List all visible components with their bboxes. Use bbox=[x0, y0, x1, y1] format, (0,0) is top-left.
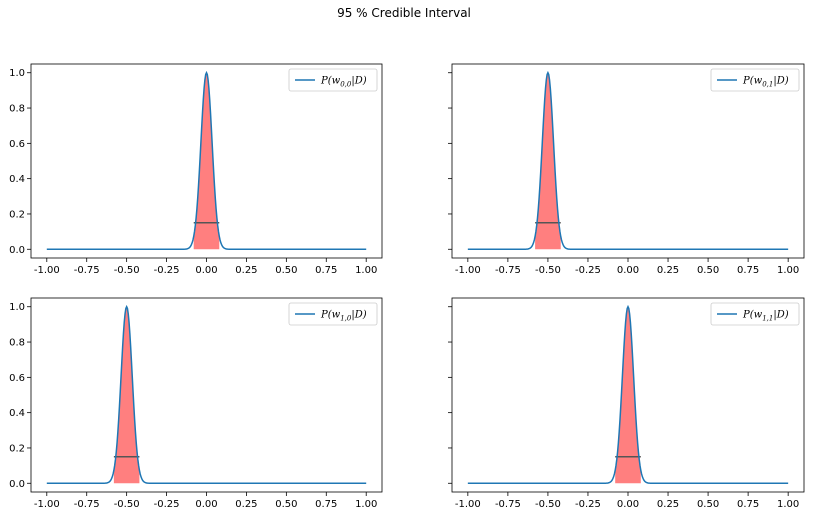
subplot-4: -1.00 -0.75 -0.50 -0.25 0.00 0.25 0.50 0.75 1.00… bbox=[448, 297, 805, 510]
x-tick-label: 0.25 bbox=[235, 265, 257, 276]
x-tick-label: 0.25 bbox=[657, 265, 679, 276]
y-tick-label: 0.0 bbox=[9, 245, 25, 256]
legend-box bbox=[710, 68, 800, 92]
y-tick-label: 1.0 bbox=[9, 302, 25, 313]
legend-label: P(w1,1|D) bbox=[742, 310, 789, 323]
legend-label-main: P(w bbox=[320, 310, 341, 321]
x-tick-label: -0.50 bbox=[535, 265, 561, 276]
legend-label-rest: |D) bbox=[351, 76, 366, 87]
y-tick-label: 0.8 bbox=[9, 104, 25, 115]
x-tick-label: 0.50 bbox=[697, 499, 719, 510]
density-curve bbox=[46, 70, 367, 251]
x-tick-label: 0.00 bbox=[617, 499, 639, 510]
legend: P(w1,1|D) bbox=[710, 302, 800, 326]
x-tick-label: -1.00 bbox=[455, 265, 481, 276]
x-tick-label: 0.75 bbox=[737, 265, 759, 276]
legend: P(w0,0|D) bbox=[288, 68, 378, 92]
y-tick-label: 0.4 bbox=[9, 408, 25, 419]
x-tick-label: 0.50 bbox=[275, 499, 297, 510]
legend-label-subscript: 0,1 bbox=[762, 81, 773, 89]
legend-label-main: P(w bbox=[320, 76, 341, 87]
legend-label-subscript: 0,0 bbox=[340, 81, 352, 89]
y-tick-label: 0.2 bbox=[9, 443, 25, 454]
y-tick-label: 0.8 bbox=[9, 338, 25, 349]
x-tick-label: 0.75 bbox=[315, 499, 337, 510]
axes-frame bbox=[451, 63, 805, 259]
x-tick-label: 0.00 bbox=[617, 265, 639, 276]
x-tick-label: -1.00 bbox=[455, 499, 481, 510]
x-tick-label: 1.00 bbox=[777, 499, 799, 510]
x-tick-label: 1.00 bbox=[355, 265, 377, 276]
x-tick-label: 0.50 bbox=[697, 265, 719, 276]
legend-label-subscript: 1,1 bbox=[762, 315, 773, 323]
figure-title: 95 % Credible Interval bbox=[337, 6, 471, 20]
x-tick-label: 0.00 bbox=[195, 265, 217, 276]
x-tick-label: -0.75 bbox=[74, 265, 100, 276]
y-tick-label: 0.6 bbox=[9, 139, 25, 150]
legend-label-main: P(w bbox=[742, 76, 763, 87]
x-tick-label: -0.25 bbox=[575, 265, 601, 276]
x-tick-label: -0.50 bbox=[535, 499, 561, 510]
x-tick-label: 0.00 bbox=[195, 499, 217, 510]
x-tick-label: 0.75 bbox=[737, 499, 759, 510]
subplot-2: -1.00 -0.75 -0.50 -0.25 0.00 0.25 0.50 0.75 1.00… bbox=[448, 63, 805, 276]
density-curve bbox=[467, 70, 789, 251]
x-tick-label: 0.50 bbox=[275, 265, 297, 276]
density-curve bbox=[467, 304, 789, 485]
x-tick-label: 0.25 bbox=[235, 499, 257, 510]
x-tick-label: 0.25 bbox=[657, 499, 679, 510]
credible-interval-fill bbox=[113, 306, 140, 484]
subplot-1: -1.00 -0.75 -0.50 -0.25 0.00 0.25 0.50 0.75 1.00… bbox=[9, 63, 383, 276]
legend-label: P(w1,0|D) bbox=[320, 310, 367, 323]
legend: P(w1,0|D) bbox=[288, 302, 378, 326]
x-tick-label: -0.75 bbox=[74, 499, 100, 510]
density-curve bbox=[46, 304, 367, 485]
axes-frame bbox=[30, 297, 383, 493]
x-tick-label: 1.00 bbox=[777, 265, 799, 276]
x-tick-label: 1.00 bbox=[355, 499, 377, 510]
legend: P(w0,1|D) bbox=[710, 68, 800, 92]
x-tick-label: -0.75 bbox=[495, 265, 521, 276]
x-tick-label: -0.50 bbox=[114, 499, 140, 510]
legend-label-rest: |D) bbox=[351, 310, 366, 321]
y-tick-label: 0.6 bbox=[9, 373, 25, 384]
y-tick-label: 1.0 bbox=[9, 68, 25, 79]
legend-box bbox=[288, 68, 378, 92]
legend-label-main: P(w bbox=[742, 310, 763, 321]
legend-box bbox=[710, 302, 800, 326]
legend-box bbox=[288, 302, 378, 326]
legend-label: P(w0,0|D) bbox=[320, 76, 367, 89]
credible-interval-fill bbox=[193, 72, 220, 250]
legend-label-rest: |D) bbox=[773, 76, 788, 87]
x-tick-label: -1.00 bbox=[34, 499, 60, 510]
legend-label-subscript: 1,0 bbox=[340, 315, 352, 323]
credible-interval-fill bbox=[535, 72, 561, 250]
y-tick-label: 0.2 bbox=[9, 209, 25, 220]
credible-interval-fill bbox=[615, 306, 641, 484]
subplot-grid: -1.00 -0.75 -0.50 -0.25 0.00 0.25 0.50 0.75 1.00… bbox=[9, 63, 805, 510]
x-tick-label: -0.25 bbox=[154, 499, 180, 510]
x-tick-label: -0.75 bbox=[495, 499, 521, 510]
x-tick-label: 0.75 bbox=[315, 265, 337, 276]
legend-label-rest: |D) bbox=[773, 310, 788, 321]
x-tick-label: -1.00 bbox=[34, 265, 60, 276]
y-tick-label: 0.4 bbox=[9, 174, 25, 185]
x-tick-label: -0.25 bbox=[154, 265, 180, 276]
x-tick-label: -0.25 bbox=[575, 499, 601, 510]
x-tick-label: -0.50 bbox=[114, 265, 140, 276]
y-tick-label: 0.0 bbox=[9, 479, 25, 490]
subplot-3: -1.00 -0.75 -0.50 -0.25 0.00 0.25 0.50 0.75 1.00… bbox=[9, 297, 383, 510]
legend-label: P(w0,1|D) bbox=[742, 76, 789, 89]
